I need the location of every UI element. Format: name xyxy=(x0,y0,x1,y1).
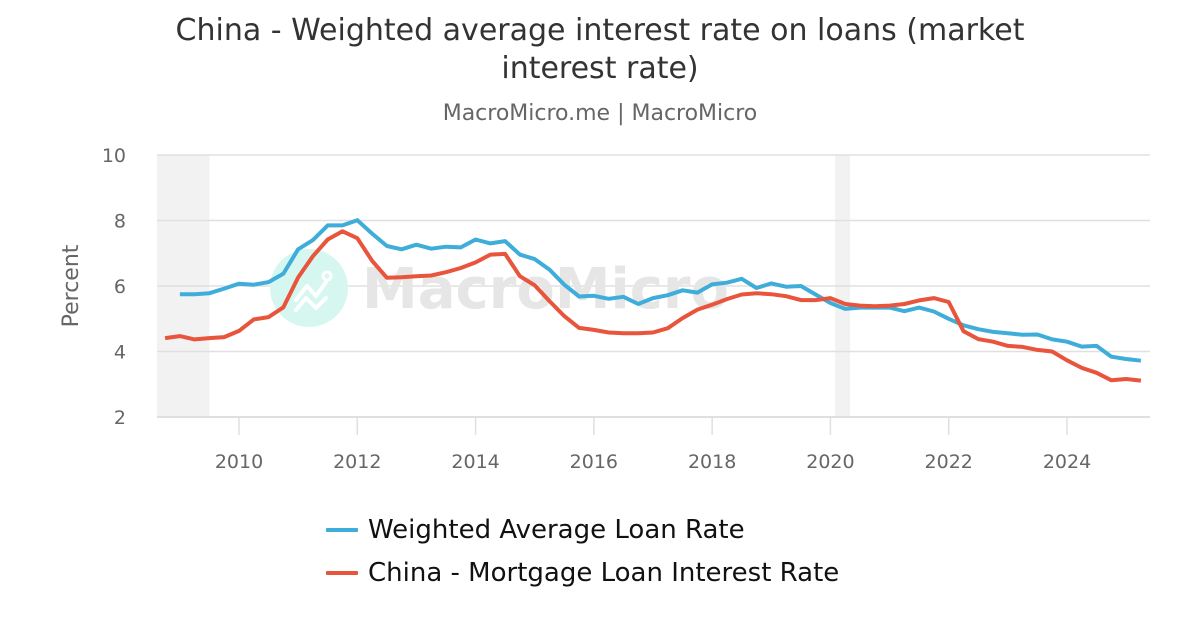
series-line-mortgage[interactable] xyxy=(164,229,1142,383)
x-tick-label: 2022 xyxy=(925,451,973,473)
watermark-logo-icon xyxy=(294,280,328,302)
legend-label: Weighted Average Loan Rate xyxy=(368,514,745,545)
x-tick-label: 2018 xyxy=(688,451,736,473)
x-tick-label: 2012 xyxy=(333,451,381,473)
x-tick-label: 2016 xyxy=(570,451,618,473)
y-tick-label: 8 xyxy=(114,211,126,233)
x-tick-label: 2010 xyxy=(215,451,263,473)
x-tick-label: 2020 xyxy=(806,451,854,473)
y-tick-label: 2 xyxy=(114,407,126,429)
legend-item-mortgage-loan-interest-rate[interactable]: China - Mortgage Loan Interest Rate xyxy=(326,551,839,594)
y-tick-label: 10 xyxy=(102,145,126,167)
x-tick-label: 2024 xyxy=(1043,451,1091,473)
legend-swatch-red xyxy=(326,570,358,575)
grid-lines xyxy=(157,154,1150,418)
legend-label: China - Mortgage Loan Interest Rate xyxy=(368,557,840,588)
y-tick-label: 6 xyxy=(114,276,126,298)
series-line-weighted-average[interactable] xyxy=(179,218,1142,363)
y-axis-ticks: 2 4 6 8 10 xyxy=(102,145,126,429)
legend-item-weighted-average-loan-rate[interactable]: Weighted Average Loan Rate xyxy=(326,508,839,551)
watermark-logo-icon-lower xyxy=(294,296,328,312)
legend-swatch-blue xyxy=(326,527,358,532)
legend: Weighted Average Loan Rate China - Mortg… xyxy=(326,508,839,594)
watermark: MacroMicro xyxy=(270,249,729,327)
series-lines xyxy=(164,218,1142,383)
y-tick-label: 4 xyxy=(114,342,126,364)
chart-title: China - Weighted average interest rate o… xyxy=(175,13,1025,86)
chart-subtitle: MacroMicro.me | MacroMicro xyxy=(442,101,758,126)
y-axis-label: Percent xyxy=(59,244,84,327)
x-axis: 2010 2012 2014 2016 2018 2020 2022 2024 xyxy=(215,417,1091,473)
x-tick-label: 2014 xyxy=(451,451,499,473)
